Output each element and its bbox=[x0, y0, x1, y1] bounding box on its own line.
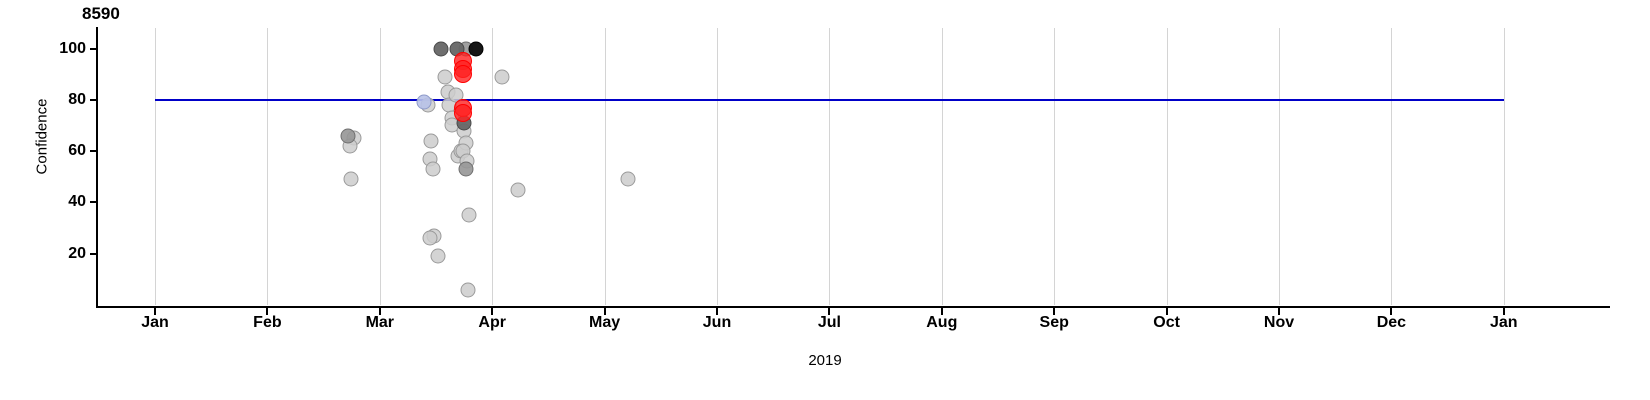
y-tick-mark bbox=[90, 201, 97, 204]
x-axis-line bbox=[96, 306, 1610, 308]
gridline-vertical bbox=[1279, 28, 1280, 305]
x-tick-label: May bbox=[589, 314, 621, 331]
chart-title: 8590 bbox=[82, 4, 120, 23]
x-tick-mark bbox=[378, 307, 381, 315]
y-tick-mark bbox=[90, 47, 97, 50]
y-tick-label: 80 bbox=[68, 90, 86, 108]
x-tick-mark bbox=[1502, 307, 1505, 315]
x-tick-mark bbox=[940, 307, 943, 315]
x-tick-label: Jan bbox=[141, 314, 169, 331]
x-tick-mark bbox=[716, 307, 718, 315]
x-tick-label: Nov bbox=[1263, 314, 1295, 331]
data-point bbox=[460, 282, 476, 298]
x-tick-mark bbox=[603, 307, 606, 315]
gridline-vertical bbox=[379, 28, 381, 305]
x-tick-label: Jan bbox=[1490, 314, 1518, 331]
gridline-vertical bbox=[829, 28, 831, 305]
y-tick-mark bbox=[90, 252, 97, 255]
data-point bbox=[416, 94, 432, 110]
data-point bbox=[454, 103, 472, 122]
data-point bbox=[494, 69, 510, 85]
y-tick-label: 20 bbox=[68, 244, 86, 262]
x-tick-label: Jun bbox=[702, 314, 732, 331]
x-tick-label: Dec bbox=[1376, 314, 1407, 331]
x-tick-label: Sep bbox=[1039, 314, 1069, 331]
x-tick-mark bbox=[491, 307, 494, 315]
gridline-vertical bbox=[155, 28, 156, 305]
gridline-vertical bbox=[1503, 28, 1505, 305]
x-tick-mark bbox=[828, 307, 831, 315]
gridline-vertical bbox=[267, 28, 269, 305]
x-axis-label: 2019 bbox=[808, 352, 842, 369]
x-tick-mark bbox=[1165, 307, 1168, 315]
data-point bbox=[343, 171, 359, 187]
x-tick-label: Feb bbox=[253, 314, 282, 331]
gridline-vertical bbox=[1391, 28, 1393, 305]
y-tick-mark bbox=[90, 150, 97, 153]
data-point bbox=[425, 161, 441, 177]
y-tick-label: 100 bbox=[59, 39, 86, 57]
y-tick-label: 60 bbox=[68, 142, 86, 160]
x-tick-label: Apr bbox=[478, 314, 506, 331]
plot-area bbox=[97, 28, 1508, 305]
x-tick-label: Jul bbox=[817, 314, 841, 331]
data-point bbox=[620, 171, 636, 187]
data-point bbox=[437, 69, 453, 85]
y-axis-label: Confidence bbox=[33, 98, 51, 175]
data-point bbox=[461, 207, 477, 223]
data-point bbox=[422, 230, 438, 246]
data-point bbox=[433, 41, 449, 57]
gridline-vertical bbox=[1166, 28, 1168, 305]
x-tick-mark bbox=[154, 307, 156, 315]
data-point bbox=[454, 65, 472, 84]
data-point bbox=[340, 128, 356, 144]
x-tick-mark bbox=[266, 307, 269, 315]
y-tick-label: 40 bbox=[68, 193, 86, 211]
data-point bbox=[430, 248, 446, 264]
reference-line bbox=[155, 98, 1504, 101]
data-point bbox=[458, 161, 474, 177]
gridline-vertical bbox=[1054, 28, 1056, 305]
y-tick-mark bbox=[90, 98, 97, 101]
data-point bbox=[510, 182, 526, 198]
gridline-vertical bbox=[941, 28, 943, 305]
gridline-vertical bbox=[492, 28, 494, 305]
x-tick-label: Mar bbox=[365, 314, 395, 331]
data-point bbox=[423, 133, 439, 149]
x-tick-label: Aug bbox=[926, 314, 958, 331]
x-tick-mark bbox=[1390, 307, 1393, 315]
gridline-vertical bbox=[604, 28, 606, 305]
data-point bbox=[468, 41, 484, 57]
x-tick-mark bbox=[1053, 307, 1056, 315]
x-tick-label: Oct bbox=[1153, 314, 1180, 331]
y-axis-line bbox=[96, 27, 98, 307]
gridline-vertical bbox=[717, 28, 718, 305]
x-tick-mark bbox=[1278, 307, 1280, 315]
